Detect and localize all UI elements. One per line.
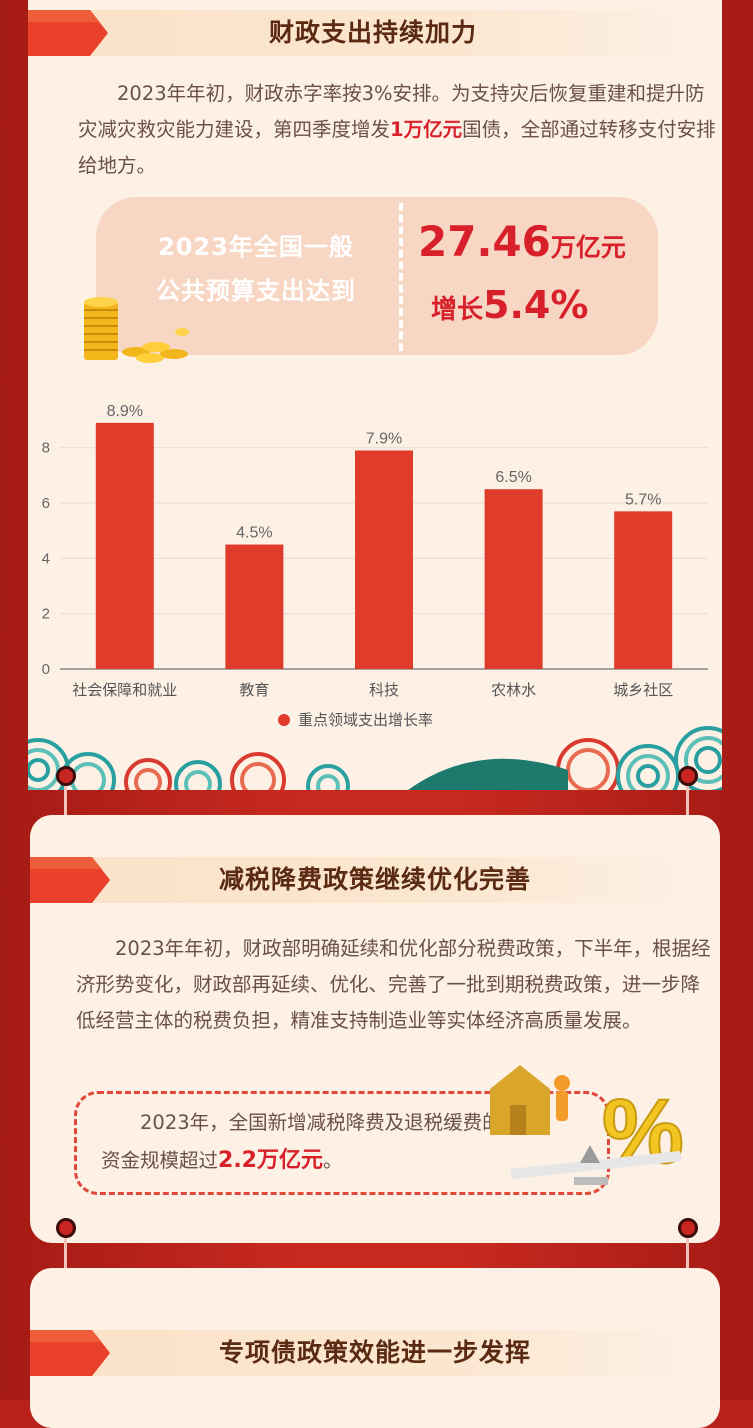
stat-label-line1: 2023年全国一般	[158, 233, 354, 261]
highlight-amount: 2.2万亿元	[218, 1148, 323, 1173]
bar-data-label: 5.7%	[625, 491, 661, 508]
banner-flag-icon	[28, 10, 108, 56]
paragraph-text: 2023年年初，财政赤字率按3%安排。为支持灾后恢复重建和提升防灾减灾救灾能力建…	[78, 82, 705, 141]
stat-value: 27.46万亿元	[418, 217, 626, 266]
intro-paragraph: 2023年年初，财政赤字率按3%安排。为支持灾后恢复重建和提升防灾减灾救灾能力建…	[78, 76, 718, 184]
stat-pill: 2023年全国一般 公共预算支出达到 27.46万亿元 增长5.4%	[96, 197, 658, 355]
stat-number: 27.46	[418, 217, 551, 266]
bar	[225, 544, 284, 669]
y-tick-label: 2	[42, 606, 50, 623]
bar	[484, 489, 543, 669]
growth-rate: 增长5.4%	[431, 283, 588, 327]
growth-value: 5.4%	[483, 283, 589, 327]
bar-data-label: 4.5%	[236, 525, 272, 542]
section-banner: 专项债政策效能进一步发挥	[30, 1330, 720, 1376]
section-title: 减税降费政策继续优化完善	[218, 865, 531, 894]
x-tick-label: 社会保障和就业	[72, 681, 177, 699]
stat-label-line2: 公共预算支出达到	[156, 277, 356, 305]
dashed-divider	[399, 203, 403, 351]
section-banner: 财政支出持续加力	[28, 10, 718, 56]
y-tick-label: 6	[42, 495, 50, 512]
section-banner: 减税降费政策继续优化完善	[30, 857, 720, 903]
connector-pin	[678, 1218, 698, 1238]
highlight-text: 2023年，全国新增减税降费及退税缓费的资金规模超过2.2万亿元。	[101, 1104, 521, 1180]
connector-pin	[678, 766, 698, 786]
banner-flag-icon	[30, 1330, 110, 1376]
stat-unit: 万亿元	[550, 233, 626, 262]
connector-ribbon	[686, 1228, 689, 1280]
bar-data-label: 7.9%	[366, 430, 402, 447]
y-tick-label: 4	[42, 550, 50, 567]
banner-flag-icon	[30, 857, 110, 903]
highlight-text-end: 。	[323, 1149, 343, 1172]
stat-label: 2023年全国一般 公共预算支出达到	[126, 225, 386, 313]
connector-pin	[56, 766, 76, 786]
highlight-amount: 1万亿元	[390, 118, 463, 141]
section-title: 专项债政策效能进一步发挥	[218, 1338, 531, 1367]
card-tax-cuts: 减税降费政策继续优化完善 2023年年初，财政部明确延续和优化部分税费政策，下半…	[30, 815, 720, 1243]
legend-label: 重点领域支出增长率	[298, 711, 433, 729]
x-tick-label: 教育	[239, 681, 269, 699]
connector-ribbon	[64, 1228, 67, 1280]
highlight-box: 2023年，全国新增减税降费及退税缓费的资金规模超过2.2万亿元。	[74, 1091, 610, 1195]
y-tick-label: 0	[42, 661, 50, 678]
x-tick-label: 科技	[369, 681, 399, 699]
bar	[355, 450, 413, 669]
bar-data-label: 6.5%	[495, 469, 531, 486]
paragraph-text-end: 国债，全部通过转移支付安排给地方。	[78, 118, 716, 177]
bar	[95, 422, 154, 669]
bar-data-label: 8.9%	[107, 403, 143, 420]
wave-decoration	[28, 726, 722, 790]
tax-paragraph: 2023年年初，财政部明确延续和优化部分税费政策，下半年，根据经济形势变化，财政…	[76, 937, 711, 1032]
bar-chart: 0 2 4 6 8 8.9% 社会保障和就业 4.5% 教育 7.9% 科技 6.5% 农林水 5.7% 城…	[42, 403, 708, 729]
x-tick-label: 城乡社区	[613, 681, 673, 699]
y-tick-label: 8	[42, 440, 50, 457]
x-tick-label: 农林水	[491, 681, 536, 699]
section-title: 财政支出持续加力	[268, 18, 477, 47]
connector-ribbon	[64, 776, 67, 828]
connector-pin	[56, 1218, 76, 1238]
bar	[614, 511, 673, 669]
card-fiscal-spending: 财政支出持续加力 2023年年初，财政赤字率按3%安排。为支持灾后恢复重建和提升…	[28, 0, 722, 790]
card-special-bonds: 专项债政策效能进一步发挥	[30, 1268, 720, 1428]
connector-ribbon	[686, 776, 689, 828]
growth-prefix: 增长	[431, 295, 484, 325]
gold-coins-icon	[84, 297, 189, 363]
legend-marker	[278, 714, 290, 726]
percent-seesaw-icon: %	[490, 1065, 685, 1185]
highlight-text-body: 2023年，全国新增减税降费及退税缓费的资金规模超过	[101, 1111, 502, 1172]
